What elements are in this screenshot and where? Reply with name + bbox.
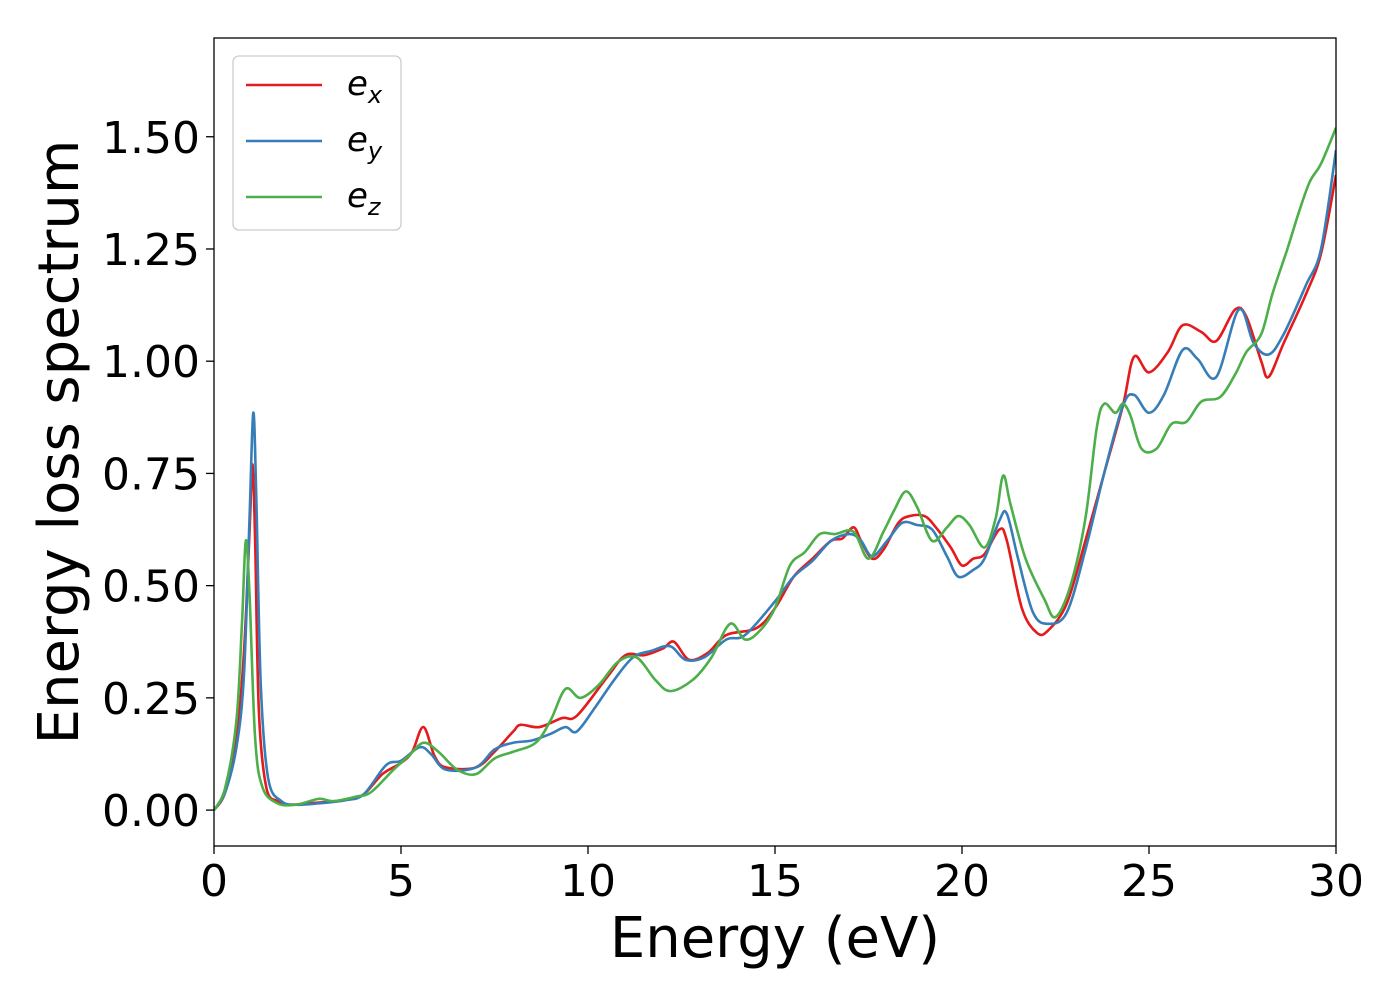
x-axis-title: Energy (eV) bbox=[610, 906, 940, 971]
y-axis: 0.00 0.25 0.50 0.75 1.00 1.25 1.50 bbox=[102, 113, 214, 837]
series-line-z bbox=[214, 127, 1336, 811]
x-tick-label: 30 bbox=[1308, 856, 1364, 907]
legend: ex ey ez bbox=[232, 55, 402, 231]
y-axis-title: Energy loss spectrum bbox=[27, 140, 92, 745]
series-line-x bbox=[214, 174, 1336, 811]
x-tick-label: 5 bbox=[387, 856, 415, 907]
y-tick-label: 0.25 bbox=[102, 674, 200, 725]
x-tick-label: 0 bbox=[200, 856, 228, 907]
series-line-y bbox=[214, 150, 1336, 811]
legend-label-y: ey bbox=[347, 120, 383, 165]
x-tick-label: 20 bbox=[934, 856, 990, 907]
y-tick-label: 1.00 bbox=[102, 337, 200, 388]
x-axis: 0 5 10 15 20 25 30 bbox=[200, 846, 1364, 907]
x-tick-label: 15 bbox=[747, 856, 803, 907]
legend-box bbox=[232, 55, 402, 231]
x-tick-label: 10 bbox=[560, 856, 616, 907]
legend-label-x: ex bbox=[347, 64, 383, 109]
y-tick-label: 0.50 bbox=[102, 562, 200, 613]
y-tick-label: 1.50 bbox=[102, 113, 200, 164]
legend-label-z: ez bbox=[347, 176, 382, 221]
x-tick-label: 25 bbox=[1121, 856, 1177, 907]
plot-area bbox=[214, 127, 1336, 811]
y-tick-label: 0.00 bbox=[102, 786, 200, 837]
y-tick-label: 0.75 bbox=[102, 449, 200, 500]
y-tick-label: 1.25 bbox=[102, 225, 200, 276]
